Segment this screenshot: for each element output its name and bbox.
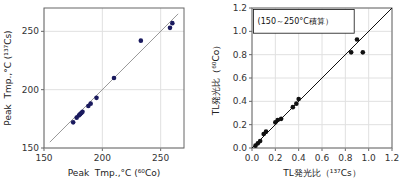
reference-line — [50, 14, 178, 142]
point — [294, 101, 299, 106]
tick-label: 1.0 — [233, 26, 248, 36]
point — [349, 50, 354, 55]
point — [170, 21, 175, 26]
tick-label: 200 — [94, 153, 111, 163]
tick-label: 0.4 — [292, 153, 307, 163]
point — [264, 129, 269, 134]
grid-line — [160, 8, 161, 148]
point — [80, 110, 85, 115]
tick-label: 250 — [22, 26, 39, 36]
tick-label: 1.2 — [233, 3, 247, 13]
chart: 150 200 250 150 200 250 Peak Tmp.,°C (⁶⁰Co) Pea… — [3, 8, 184, 178]
point — [88, 101, 93, 106]
grid-line — [252, 124, 392, 125]
grid-line — [252, 54, 392, 55]
tick-label: 0.0 — [245, 153, 260, 163]
point — [168, 26, 173, 31]
tick-label: 1.2 — [385, 153, 399, 163]
chart: 0.0 0.2 0.4 0.6 0.8 1.0 1.2 0.0 0.2 0.4 0.6 0.8 1.0 1… — [211, 3, 399, 178]
tick-label: 0.2 — [268, 153, 282, 163]
marks — [252, 8, 392, 148]
point — [361, 50, 366, 55]
tick-label: 1.0 — [362, 153, 377, 163]
y-axis-label: TL発光比（⁶⁰Co） — [211, 41, 221, 117]
grid-line — [102, 8, 103, 148]
plot-area — [44, 8, 184, 148]
tick-label: 0.6 — [233, 73, 248, 83]
x-axis-label: Peak Tmp.,°C (⁶⁰Co) — [68, 168, 160, 178]
point — [279, 117, 284, 122]
tick-label: 150 — [35, 153, 52, 163]
grid-line — [44, 31, 184, 32]
point — [94, 96, 99, 101]
tick-label: 0.4 — [233, 96, 248, 106]
figure: 150 200 250 150 200 250 Peak Tmp.,°C (⁶⁰Co) Pea… — [0, 0, 400, 185]
plot-frame — [44, 8, 184, 148]
grid-line — [252, 101, 392, 102]
tick-label: 200 — [22, 85, 39, 95]
plot-area — [252, 8, 392, 148]
grid-line — [44, 89, 184, 90]
point — [291, 105, 296, 110]
marks — [50, 14, 178, 142]
tick-label: 0.6 — [315, 153, 330, 163]
point — [112, 76, 117, 81]
tick-label: 0.2 — [233, 120, 247, 130]
plot-frame — [252, 8, 392, 148]
tick-label: 250 — [152, 153, 169, 163]
point — [258, 139, 263, 144]
reference-line — [252, 8, 392, 148]
point — [71, 120, 76, 125]
annotation-box — [253, 9, 354, 33]
point — [139, 38, 144, 43]
y-axis-label: Peak Tmp.,°C (¹³⁷Cs) — [3, 30, 13, 125]
tick-label: 0.0 — [233, 143, 248, 153]
tick-label: 0.8 — [338, 153, 353, 163]
annotation: (150～250°C積算） — [258, 17, 333, 26]
point — [296, 97, 301, 102]
tick-label: 150 — [22, 143, 39, 153]
tick-label: 0.8 — [233, 50, 248, 60]
point — [355, 37, 360, 42]
x-axis-label: TL発光比（¹³⁷Cs） — [282, 168, 360, 178]
